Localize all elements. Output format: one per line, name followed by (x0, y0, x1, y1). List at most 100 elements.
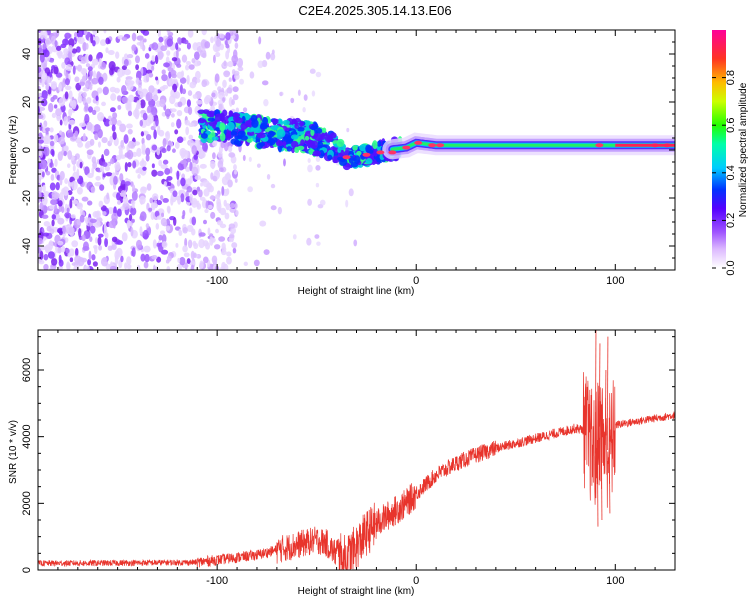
noise-blob (141, 186, 148, 192)
signal-blob (240, 135, 248, 141)
noise-blob (188, 134, 194, 140)
noise-blob (117, 105, 122, 110)
noise-blob (89, 225, 96, 234)
noise-blob (58, 254, 62, 264)
noise-blob (136, 147, 142, 158)
noise-blob (319, 199, 326, 206)
noise-blob (88, 250, 92, 261)
noise-blob (187, 139, 195, 147)
noise-blob (45, 83, 50, 91)
noise-blob (131, 44, 137, 52)
noise-blob (292, 234, 297, 240)
noise-blob (231, 54, 239, 64)
noise-blob (116, 192, 121, 201)
noise-blob (215, 169, 219, 176)
noise-blob (126, 219, 131, 229)
noise-blob (194, 175, 202, 181)
y-tick-label: 6000 (21, 358, 33, 382)
noise-blob (82, 41, 87, 52)
noise-blob (126, 81, 134, 91)
noise-blob (183, 39, 189, 45)
noise-blob (41, 214, 49, 219)
noise-blob (57, 240, 64, 246)
noise-blob (88, 54, 93, 62)
noise-blob (147, 113, 154, 124)
noise-blob (135, 55, 140, 64)
noise-blob (132, 160, 137, 169)
noise-blob (51, 167, 57, 173)
noise-blob (64, 212, 72, 219)
noise-blob (49, 182, 56, 191)
noise-blob (85, 63, 91, 68)
noise-blob (141, 137, 145, 145)
noise-blob (177, 257, 181, 263)
noise-blob (123, 134, 129, 144)
noise-blob (125, 123, 133, 129)
noise-blob (231, 69, 236, 75)
noise-blob (184, 64, 190, 71)
noise-blob (180, 160, 188, 165)
signal-blob (290, 140, 299, 149)
snr-line (38, 372, 675, 570)
noise-blob (42, 184, 46, 193)
noise-blob (120, 255, 124, 263)
noise-blob (182, 227, 188, 234)
noise-blob (123, 53, 129, 60)
x-tick-label: 100 (606, 575, 624, 587)
signal-blob (256, 142, 263, 149)
noise-blob (79, 81, 85, 86)
signal-blob (197, 118, 206, 124)
noise-blob (228, 223, 236, 229)
noise-blob (104, 237, 108, 248)
signal-blob (226, 121, 235, 131)
signal-blob (372, 140, 378, 150)
noise-blob (218, 156, 224, 165)
signal-blob (246, 127, 255, 133)
noise-blob (50, 148, 55, 156)
noise-blob (48, 102, 54, 113)
noise-blob (93, 244, 98, 250)
noise-blob (211, 92, 216, 98)
noise-blob (86, 149, 94, 156)
noise-blob (51, 84, 57, 90)
noise-blob (160, 217, 167, 227)
noise-blob (183, 252, 190, 258)
noise-blob (192, 94, 198, 99)
noise-blob (43, 30, 48, 40)
noise-blob (53, 134, 59, 143)
noise-blob (74, 153, 80, 160)
noise-blob (59, 119, 63, 126)
noise-blob (139, 41, 143, 50)
noise-blob (306, 237, 312, 246)
noise-blob (182, 245, 188, 253)
noise-blob (42, 124, 46, 133)
noise-blob (52, 95, 58, 100)
noise-blob (119, 123, 127, 133)
noise-blob (71, 99, 77, 110)
noise-blob (61, 225, 66, 234)
noise-blob (120, 190, 126, 197)
noise-blob (168, 78, 175, 87)
noise-blob (112, 112, 118, 119)
noise-blob (185, 166, 191, 172)
x-tick-label: 100 (606, 275, 624, 287)
noise-blob (116, 240, 124, 245)
noise-blob (117, 200, 121, 205)
noise-blob (105, 37, 110, 45)
noise-blob (237, 66, 244, 72)
noise-blob (102, 86, 109, 96)
noise-blob (166, 266, 171, 270)
signal-blob (297, 126, 305, 132)
noise-blob (108, 115, 112, 120)
noise-blob (151, 42, 159, 51)
noise-blob (159, 86, 166, 92)
noise-blob (123, 59, 129, 67)
noise-blob (126, 263, 132, 270)
signal-blob (269, 131, 276, 136)
noise-blob (234, 203, 238, 209)
noise-blob (64, 178, 69, 185)
signal-blob (373, 148, 378, 157)
noise-blob (81, 68, 87, 76)
noise-blob (265, 51, 271, 60)
